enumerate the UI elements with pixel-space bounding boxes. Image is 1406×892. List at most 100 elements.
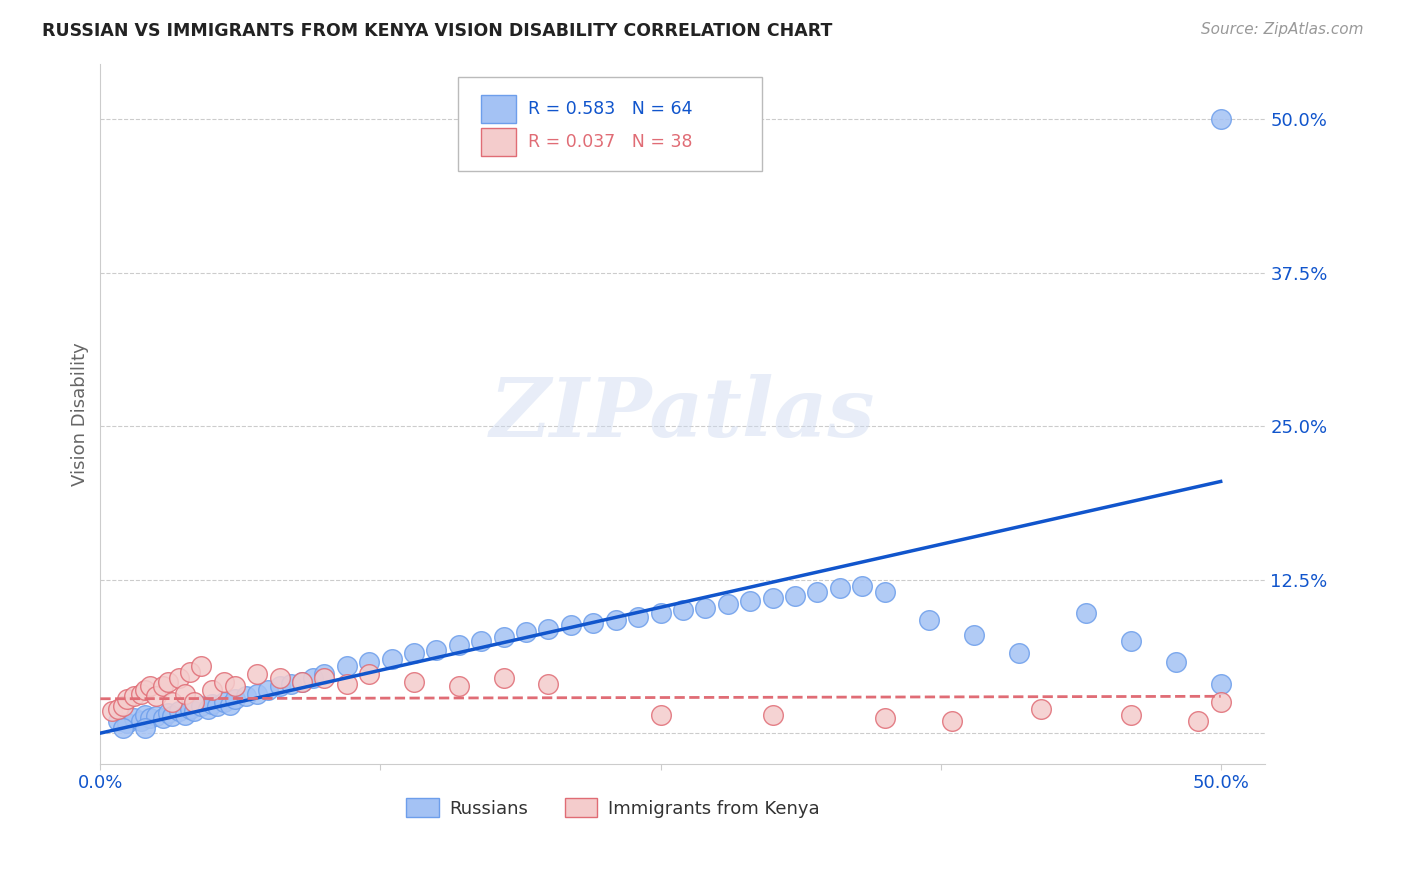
Point — [650, 707, 672, 722]
Point — [129, 714, 152, 728]
Point — [1119, 707, 1142, 722]
Point — [129, 687, 152, 701]
Point — [336, 677, 359, 691]
Point — [205, 699, 228, 714]
Point — [1008, 646, 1031, 660]
Point — [145, 690, 167, 704]
Point — [224, 691, 246, 706]
Point — [280, 677, 302, 691]
Point — [291, 674, 314, 689]
Text: R = 0.583   N = 64: R = 0.583 N = 64 — [529, 101, 693, 119]
Point — [156, 706, 179, 721]
Point — [100, 704, 122, 718]
Point — [783, 589, 806, 603]
Point — [447, 680, 470, 694]
Point — [115, 691, 138, 706]
Point — [470, 634, 492, 648]
Point — [492, 631, 515, 645]
Point — [152, 711, 174, 725]
Point — [359, 655, 381, 669]
Point — [224, 680, 246, 694]
Point — [314, 671, 336, 685]
Point — [828, 581, 851, 595]
Point — [1076, 606, 1098, 620]
Point — [179, 665, 201, 679]
Point — [402, 674, 425, 689]
Point — [492, 671, 515, 685]
Point — [537, 622, 560, 636]
Point — [873, 711, 896, 725]
Point — [269, 680, 291, 694]
Point — [152, 680, 174, 694]
Point — [134, 683, 156, 698]
Point — [402, 646, 425, 660]
Point — [246, 667, 269, 681]
Y-axis label: Vision Disability: Vision Disability — [72, 342, 89, 486]
FancyBboxPatch shape — [481, 95, 516, 123]
Point — [174, 707, 197, 722]
Point — [134, 707, 156, 722]
Point — [183, 695, 205, 709]
Point — [167, 671, 190, 685]
Point — [212, 695, 235, 709]
Point — [918, 613, 941, 627]
Text: R = 0.037   N = 38: R = 0.037 N = 38 — [529, 134, 693, 152]
Point — [761, 591, 783, 606]
Point — [235, 690, 257, 704]
Point — [515, 625, 537, 640]
Point — [160, 709, 183, 723]
Point — [134, 721, 156, 735]
Point — [761, 707, 783, 722]
Point — [138, 680, 160, 694]
Point — [381, 652, 404, 666]
Point — [111, 699, 134, 714]
Point — [291, 674, 314, 689]
Point — [167, 704, 190, 718]
Point — [359, 667, 381, 681]
Text: Source: ZipAtlas.com: Source: ZipAtlas.com — [1201, 22, 1364, 37]
Point — [107, 714, 129, 728]
Point — [1187, 714, 1209, 728]
Point — [314, 667, 336, 681]
Point — [336, 658, 359, 673]
Point — [1209, 695, 1232, 709]
Point — [740, 593, 762, 607]
Text: ZIPatlas: ZIPatlas — [491, 374, 876, 454]
Point — [179, 701, 201, 715]
Point — [717, 597, 740, 611]
Point — [145, 709, 167, 723]
Point — [873, 585, 896, 599]
Point — [695, 601, 717, 615]
FancyBboxPatch shape — [458, 78, 762, 171]
Legend: Russians, Immigrants from Kenya: Russians, Immigrants from Kenya — [399, 791, 827, 825]
Point — [851, 579, 873, 593]
Point — [806, 585, 828, 599]
Point — [201, 683, 224, 698]
Point — [107, 701, 129, 715]
Point — [447, 638, 470, 652]
Point — [1119, 634, 1142, 648]
Point — [1209, 112, 1232, 127]
Point — [122, 690, 145, 704]
Point — [219, 698, 242, 712]
Point — [1031, 701, 1053, 715]
Point — [156, 674, 179, 689]
Point — [1209, 677, 1232, 691]
Point — [160, 695, 183, 709]
Point — [560, 618, 582, 632]
Point — [672, 603, 695, 617]
Point — [269, 671, 291, 685]
Point — [174, 687, 197, 701]
Point — [190, 699, 212, 714]
Point — [627, 609, 650, 624]
Point — [115, 716, 138, 731]
Point — [257, 683, 280, 698]
Point — [197, 701, 219, 715]
Point — [190, 658, 212, 673]
Point — [963, 628, 986, 642]
Point — [425, 642, 447, 657]
Point — [122, 711, 145, 725]
Point — [302, 671, 325, 685]
Point — [650, 606, 672, 620]
Point — [111, 721, 134, 735]
